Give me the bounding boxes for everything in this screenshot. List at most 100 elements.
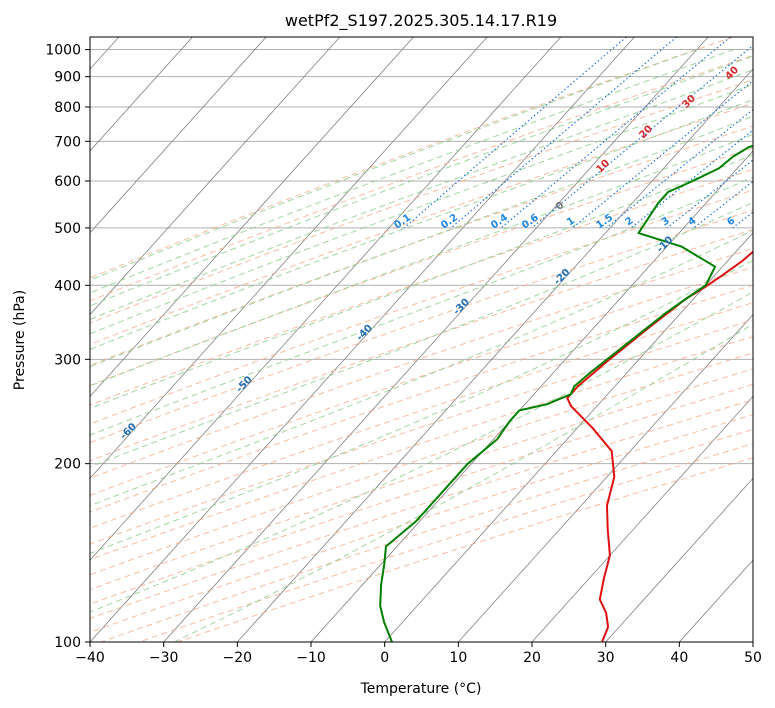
dry-adiabat-label: -50 [234,374,255,395]
isotherm-line [310,150,753,642]
dry-adiabat-label: -60 [118,421,139,442]
temperature-profile-line [566,250,753,642]
isotherm-line [90,37,635,642]
isotherm-line [90,37,193,152]
mixing-ratio-label: 1 [565,215,577,228]
y-tick-label: 800 [54,100,81,116]
isotherm-line [384,232,753,642]
dry-adiabat-line [90,54,753,302]
dry-adiabat-label: -20 [552,267,573,288]
moist-adiabat-line [90,55,753,307]
dry-adiabat-line [90,168,753,406]
x-tick-label: 10 [449,650,467,666]
mixing-ratio-line [531,44,753,229]
x-tick-label: −10 [296,650,326,666]
dry-adiabat-line [90,368,753,591]
y-tick-label: 200 [54,457,81,473]
plot-frame [89,36,754,643]
isotherm-line [90,37,488,479]
mixing-ratio-line [666,159,753,229]
mixing-ratio-line [761,37,775,228]
y-tick-label: 300 [54,352,81,368]
dry-adiabat-line [90,147,753,387]
mixing-ratio-label: 8 [754,215,766,228]
x-tick-label: 30 [597,650,615,666]
moist-adiabat-line [173,323,753,642]
moist-adiabat-line [90,291,753,613]
dry-adiabat-label: -70 [0,482,11,503]
isotherm-line [605,477,753,642]
moist-adiabat-line [90,154,753,409]
moist-adiabat-line [90,49,698,281]
mixing-ratio-line [403,37,627,229]
mixing-ratio-line [572,79,753,229]
dry-adiabat-line [90,229,753,462]
dry-adiabat-line [100,428,753,642]
chart-title: wetPf2_S197.2025.305.14.17.R19 [285,11,557,31]
dry-adiabat-label: -40 [354,323,375,344]
sounding-series [379,145,753,642]
x-tick-label: 0 [380,650,389,666]
x-tick-label: 50 [744,650,762,666]
isotherm-line [163,37,709,642]
x-tick-label: 20 [523,650,541,666]
isotherm-line [237,68,753,642]
mixing-ratio-label: 4 [686,215,698,228]
isotherm-line [752,641,753,642]
moist-adiabat-line [90,99,753,350]
mixing-ratio-line [693,180,753,229]
dry-adiabat-line [90,102,753,346]
dry-adiabat-line [90,383,753,605]
grid-lines [90,37,753,642]
dry-adiabat-line [90,266,753,496]
y-tick-label: 600 [54,174,81,190]
isotherm-line [90,37,341,316]
y-tick-label: 500 [54,221,81,237]
moist-adiabat-line [90,69,753,320]
mixing-ratio-label: 6 [725,215,737,228]
moist-adiabat-label: 0 [554,200,567,213]
dry-adiabat-label: -30 [451,297,472,318]
moist-adiabat-line [90,115,753,368]
mixing-ratio-line [605,108,753,229]
mixing-ratio-label: 0.2 [439,212,460,231]
dry-adiabat-line [90,335,753,561]
x-axis: −40 −30 −20 −10 0 10 20 30 40 50 [75,642,762,666]
moist-adiabat-line [90,83,753,335]
dry-adiabat-line [90,302,753,529]
moist-adiabat-line [90,176,753,436]
dry-adiabat-line [90,414,753,633]
mixing-ratio-lines [403,37,775,229]
x-tick-label: −20 [223,650,253,666]
x-tick-label: 40 [670,650,688,666]
dry-adiabat-line [90,37,734,279]
x-tick-label: −40 [75,650,105,666]
isotherm-line [458,313,753,642]
mixing-ratio-label: 2 [624,215,636,228]
moist-adiabat-line [90,133,753,387]
dry-adiabat-line [90,189,753,425]
y-tick-label: 400 [54,278,81,294]
isotherm-line [90,37,267,234]
y-axis-title: Pressure (hPa) [12,290,28,390]
dry-adiabat-line [90,319,753,545]
dry-adiabat-line [90,284,753,513]
moist-adiabat-line [90,229,753,507]
y-axis: 1000 900 800 700 600 500 400 300 200 100 [45,43,90,651]
dry-adiabat-line [90,79,753,324]
isotherm-line [90,37,562,561]
dry-adiabat-line [90,125,753,366]
dry-adiabat-line [90,399,753,619]
mixing-ratio-label: 0.6 [520,212,541,231]
moist-adiabat-label: 20 [637,123,655,141]
mixing-ratio-line [450,37,677,229]
dewpoint-profile-line [379,145,753,642]
dry-adiabat-line [90,352,753,576]
isotherm-line [531,395,753,642]
dry-adiabat-line [90,248,753,479]
moist-adiabat-line [90,49,734,294]
mixing-ratio-label: 1.5 [594,212,615,231]
y-tick-label: 700 [54,134,81,150]
mixing-ratio-line [500,37,731,229]
